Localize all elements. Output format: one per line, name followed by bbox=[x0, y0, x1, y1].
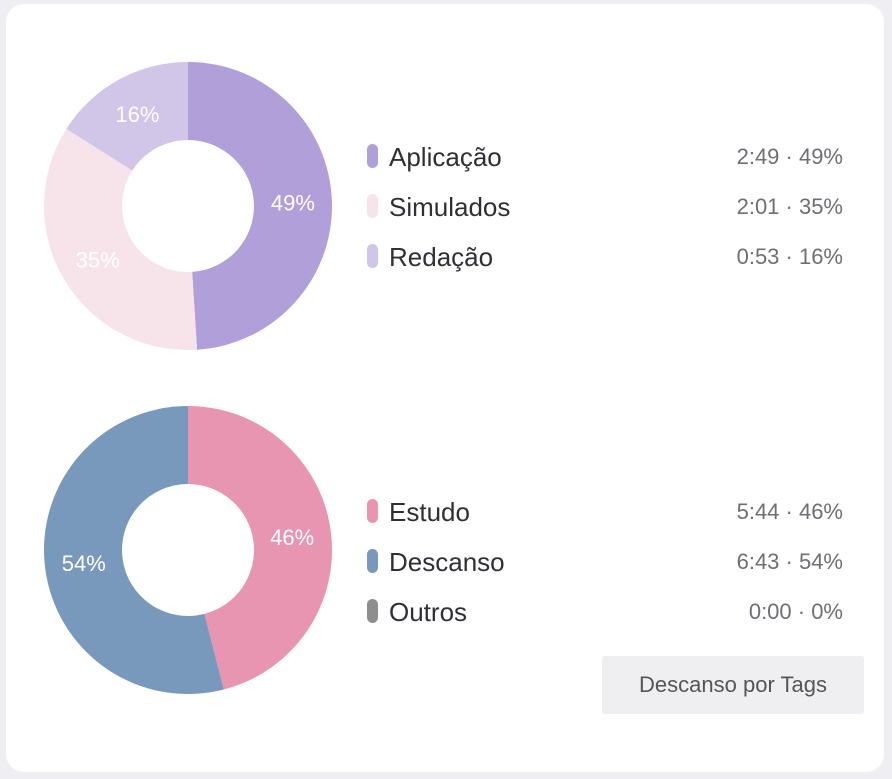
slice-percent-label: 35% bbox=[76, 247, 120, 272]
legend-label: Descanso bbox=[389, 547, 505, 577]
legend-label: Estudo bbox=[389, 497, 470, 527]
legend-value: 0:53 · 16% bbox=[736, 244, 843, 269]
category-donut-chart: 49% 35% 16% bbox=[43, 62, 333, 350]
legend-value: 6:43 · 54% bbox=[736, 549, 843, 574]
legend-value: 2:49 · 49% bbox=[736, 144, 843, 169]
legend-item-redacao: Redação 0:53 · 16% bbox=[367, 236, 843, 276]
legend-item-outros: Outros 0:00 · 0% bbox=[367, 591, 843, 631]
legend-label: Aplicação bbox=[389, 142, 502, 172]
slice-percent-label: 16% bbox=[115, 102, 159, 127]
legend-item-simulados: Simulados 2:01 · 35% bbox=[367, 186, 843, 226]
legend-swatch bbox=[367, 549, 378, 573]
rest-by-tags-button[interactable]: Descanso por Tags bbox=[602, 656, 864, 714]
legend-swatch bbox=[367, 194, 378, 218]
slice-percent-label: 54% bbox=[62, 551, 106, 576]
slice-percent-label: 46% bbox=[270, 525, 314, 550]
activity-donut-svg: 46% 54% bbox=[43, 406, 332, 694]
legend-label: Redação bbox=[389, 242, 494, 272]
legend-value: 5:44 · 46% bbox=[736, 499, 843, 524]
category-donut-svg: 49% 35% 16% bbox=[43, 62, 333, 350]
legend-swatch bbox=[367, 244, 378, 268]
activity-donut-chart: 46% 54% bbox=[0, 344, 892, 734]
legend-value: 0:00 · 0% bbox=[748, 599, 843, 624]
legend-item-descanso: Descanso 6:43 · 54% bbox=[367, 541, 843, 581]
pie-slice-redação bbox=[66, 62, 188, 171]
legend-item-estudo: Estudo 5:44 · 46% bbox=[367, 491, 843, 531]
legend-swatch bbox=[367, 499, 378, 523]
slice-percent-label: 49% bbox=[271, 191, 315, 216]
legend-swatch bbox=[367, 599, 378, 623]
pie-slice-simulados bbox=[43, 128, 198, 350]
legend-item-aplicacao: Aplicação 2:49 · 49% bbox=[367, 136, 843, 176]
legend-swatch bbox=[367, 144, 378, 168]
pie-slice-descanso bbox=[43, 406, 224, 694]
pie-slice-estudo bbox=[188, 406, 332, 690]
pie-slice-aplicação bbox=[188, 62, 333, 350]
legend-label: Simulados bbox=[389, 192, 511, 222]
legend-value: 2:01 · 35% bbox=[736, 194, 843, 219]
legend-label: Outros bbox=[389, 597, 468, 627]
